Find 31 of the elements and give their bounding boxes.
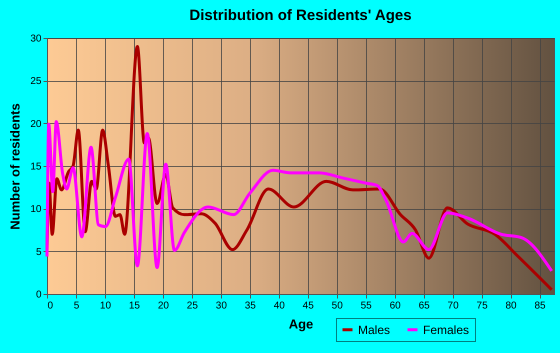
- y-tick-label: 20: [30, 118, 42, 130]
- y-tick-label: 5: [36, 246, 42, 258]
- y-axis-title: Number of residents: [7, 103, 22, 230]
- x-tick-label: 0: [48, 300, 54, 312]
- x-axis-title: Age: [288, 316, 314, 332]
- y-tick-label: 25: [30, 76, 42, 88]
- x-tick-label: 10: [100, 300, 112, 312]
- x-tick-label: 25: [186, 300, 198, 312]
- legend-label: Males: [358, 322, 390, 337]
- x-tick-label: 20: [158, 300, 170, 312]
- x-tick-label: 35: [244, 300, 256, 312]
- x-tick-label: 50: [332, 300, 344, 312]
- y-tick-label: 30: [30, 34, 42, 44]
- x-tick-label: 5: [74, 300, 80, 312]
- x-tick-label: 30: [216, 300, 228, 312]
- x-tick-label: 45: [302, 300, 314, 312]
- x-tick-label: 15: [128, 300, 140, 312]
- x-tick-label: 80: [505, 300, 518, 312]
- y-tick-label: 0: [36, 290, 42, 300]
- x-tick-label: 60: [390, 300, 402, 312]
- x-tick-label: 40: [274, 300, 286, 312]
- x-tick-label: 70: [448, 300, 460, 312]
- line-series: [46, 120, 554, 272]
- y-tick-label: 10: [30, 204, 42, 216]
- x-tick-label: 85: [534, 300, 546, 312]
- x-tick-label: 75: [476, 300, 488, 312]
- x-tick-label: 55: [360, 300, 372, 312]
- y-tick-label: 15: [30, 162, 42, 172]
- chart-title: Distribution of Residents' Ages: [189, 7, 412, 24]
- legend-label: Females: [422, 322, 470, 337]
- x-tick-label: 65: [418, 300, 430, 312]
